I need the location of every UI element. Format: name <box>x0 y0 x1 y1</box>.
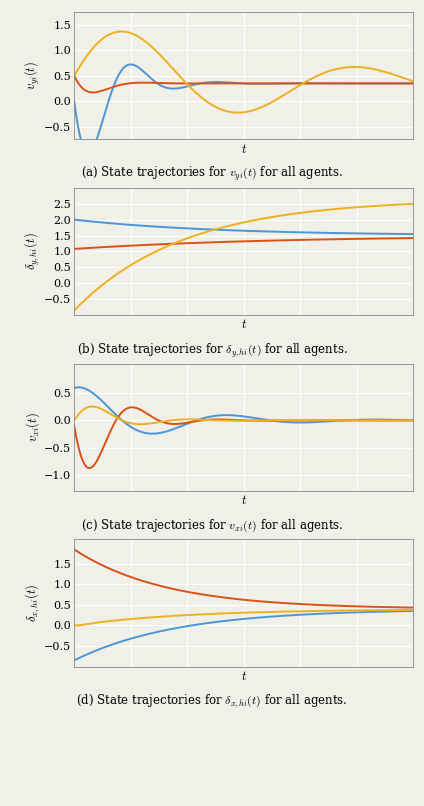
Text: (b) State trajectories for $\delta_{y,hi}(t)$ for all agents.: (b) State trajectories for $\delta_{y,hi… <box>77 341 347 359</box>
Text: (d) State trajectories for $\delta_{x,hi}(t)$ for all agents.: (d) State trajectories for $\delta_{x,hi… <box>76 692 348 710</box>
Text: $t$: $t$ <box>241 143 247 156</box>
Y-axis label: $v_{yi}(t)$: $v_{yi}(t)$ <box>22 61 42 90</box>
Y-axis label: $\delta_{x,hi}(t)$: $\delta_{x,hi}(t)$ <box>23 584 42 622</box>
Text: $t$: $t$ <box>241 494 247 507</box>
Y-axis label: $\delta_{y,hi}(t)$: $\delta_{y,hi}(t)$ <box>22 233 42 270</box>
Text: $t$: $t$ <box>241 318 247 331</box>
Text: (a) State trajectories for $v_{yi}(t)$ for all agents.: (a) State trajectories for $v_{yi}(t)$ f… <box>81 165 343 183</box>
Text: $t$: $t$ <box>241 670 247 683</box>
Text: (c) State trajectories for $v_{xi}(t)$ for all agents.: (c) State trajectories for $v_{xi}(t)$ f… <box>81 517 343 534</box>
Y-axis label: $v_{xi}(t)$: $v_{xi}(t)$ <box>24 412 42 442</box>
